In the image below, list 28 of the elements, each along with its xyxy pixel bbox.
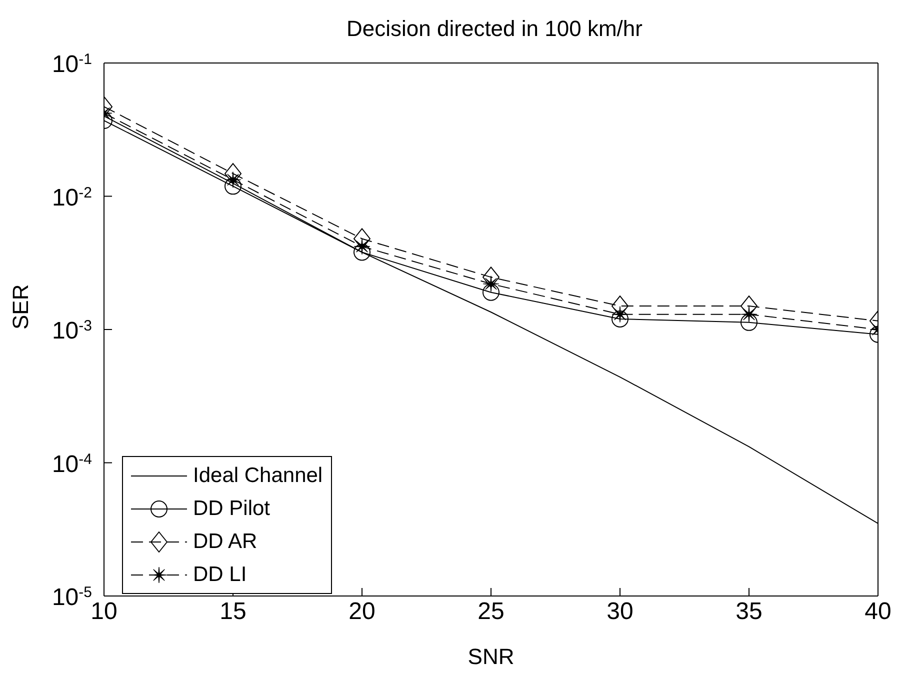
point	[224, 163, 242, 184]
y-tick-label: 10$^{-4}$	[52, 450, 92, 478]
point	[224, 178, 242, 195]
x-tick-label: 30	[606, 598, 634, 626]
point	[740, 314, 758, 331]
x-tick-label: 20	[348, 598, 376, 626]
y-axis-title: SER	[8, 284, 33, 330]
point	[482, 266, 500, 288]
x-axis-title: SNR	[468, 644, 514, 669]
point	[612, 306, 628, 323]
y-tick-label: 10$^{-5}$	[52, 584, 92, 611]
legend-label: DD Pilot	[193, 496, 270, 520]
y-tick-label: 10$^{-2}$	[52, 184, 92, 212]
legend-label: DD LI	[193, 562, 247, 586]
x-tick-label: 25	[478, 598, 504, 626]
point	[740, 306, 758, 323]
point	[612, 310, 628, 328]
y-tick-label: 10$^{-1}$	[52, 50, 92, 78]
point	[482, 284, 500, 301]
chart-title: Decision directed in 100 km/hr	[346, 15, 644, 43]
x-tick-label: 35	[736, 598, 762, 626]
x-tick-label: 40	[864, 598, 892, 626]
legend-label: DD AR	[193, 530, 258, 554]
point	[354, 244, 370, 261]
y-tick-label: 10$^{-3}$	[52, 317, 92, 344]
legend-label: Ideal Channel	[193, 464, 323, 488]
x-tick-label: 10	[90, 598, 118, 626]
x-tick-label: 15	[220, 598, 246, 626]
